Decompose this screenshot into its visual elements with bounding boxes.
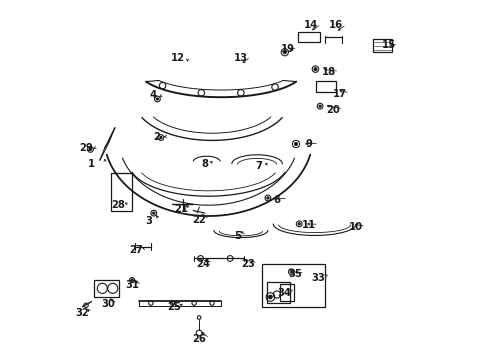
Circle shape — [283, 51, 285, 54]
Text: 34: 34 — [277, 288, 290, 298]
Text: 23: 23 — [241, 258, 254, 269]
Text: 35: 35 — [287, 269, 301, 279]
Circle shape — [298, 223, 300, 225]
Text: 19: 19 — [280, 44, 294, 54]
Text: 14: 14 — [304, 20, 318, 30]
Text: 20: 20 — [325, 105, 339, 115]
Circle shape — [156, 98, 158, 100]
Bar — [266, 282, 289, 303]
Bar — [279, 284, 294, 301]
Circle shape — [160, 136, 162, 139]
Text: 5: 5 — [233, 231, 240, 241]
Bar — [373, 39, 391, 52]
Text: 10: 10 — [348, 222, 363, 232]
Circle shape — [268, 295, 272, 299]
Text: 33: 33 — [311, 273, 325, 283]
Text: 7: 7 — [255, 161, 262, 171]
Text: 24: 24 — [196, 258, 210, 269]
Text: 2: 2 — [153, 132, 160, 142]
Bar — [316, 81, 336, 92]
Text: 21: 21 — [174, 204, 188, 214]
Text: 32: 32 — [75, 308, 88, 318]
Text: 25: 25 — [167, 302, 181, 312]
Text: 15: 15 — [381, 40, 395, 50]
Bar — [261, 264, 324, 307]
Bar — [94, 280, 119, 297]
Circle shape — [89, 148, 91, 150]
Circle shape — [313, 68, 316, 71]
Text: 9: 9 — [305, 139, 312, 149]
Circle shape — [318, 105, 321, 107]
Text: 11: 11 — [302, 220, 316, 230]
Circle shape — [289, 271, 292, 273]
Text: 16: 16 — [328, 20, 343, 30]
Text: 12: 12 — [170, 53, 184, 63]
Circle shape — [152, 212, 155, 214]
Text: 3: 3 — [145, 216, 152, 226]
Text: 28: 28 — [111, 200, 125, 210]
Text: 8: 8 — [201, 159, 208, 169]
Bar — [297, 32, 320, 42]
Text: 29: 29 — [79, 143, 93, 153]
Circle shape — [294, 143, 297, 145]
Text: 18: 18 — [322, 67, 335, 77]
Text: 17: 17 — [332, 89, 346, 99]
Text: 1: 1 — [88, 159, 95, 169]
Text: 30: 30 — [101, 299, 114, 309]
Circle shape — [266, 197, 268, 199]
Text: 13: 13 — [233, 53, 247, 63]
Text: 31: 31 — [125, 280, 139, 290]
Text: 26: 26 — [192, 334, 206, 344]
Text: 6: 6 — [273, 195, 280, 205]
Bar — [111, 173, 132, 211]
Circle shape — [131, 279, 133, 281]
Text: 27: 27 — [129, 245, 143, 255]
Text: 4: 4 — [149, 90, 156, 100]
Text: 22: 22 — [192, 215, 206, 225]
